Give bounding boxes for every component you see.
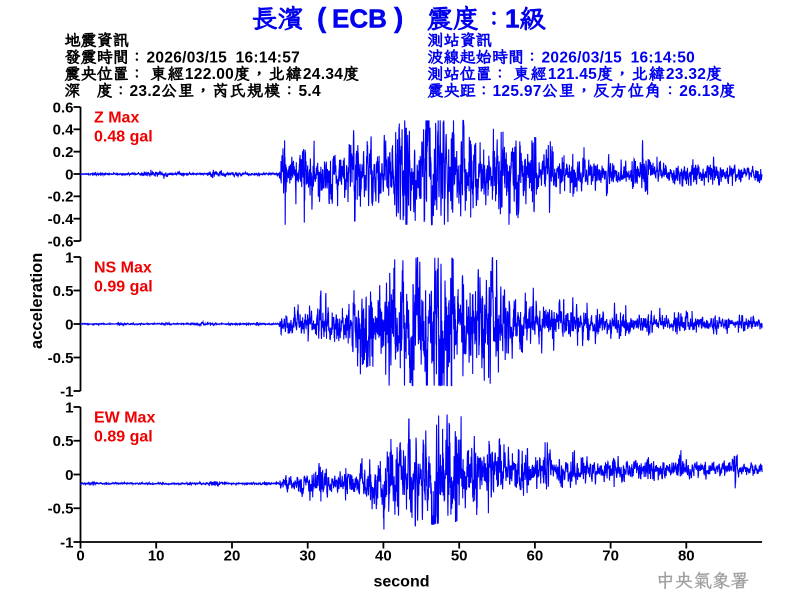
svg-text:-0.5: -0.5 <box>48 501 74 518</box>
svg-text:30: 30 <box>299 548 316 565</box>
svg-text:125.97: 125.97 <box>493 83 542 100</box>
svg-text:5.4: 5.4 <box>299 83 322 100</box>
svg-text:0.5: 0.5 <box>53 433 74 450</box>
svg-text:-0.4: -0.4 <box>48 211 75 228</box>
svg-text:): ) <box>394 2 403 33</box>
svg-text:second: second <box>373 574 429 591</box>
svg-text:60: 60 <box>527 548 544 565</box>
svg-text:24.34: 24.34 <box>303 66 343 83</box>
svg-text:1: 1 <box>505 4 519 34</box>
svg-text:-1: -1 <box>60 383 73 400</box>
svg-text:acceleration: acceleration <box>28 253 46 349</box>
svg-text:-0.5: -0.5 <box>48 350 74 367</box>
svg-text:23.32: 23.32 <box>666 66 706 83</box>
svg-text:0.6: 0.6 <box>53 99 74 116</box>
svg-text:122.00: 122.00 <box>185 66 234 83</box>
svg-text:0.4: 0.4 <box>53 122 75 139</box>
svg-text:0.48 gal: 0.48 gal <box>94 129 153 146</box>
svg-text:NS Max: NS Max <box>94 259 152 276</box>
svg-text:-0.6: -0.6 <box>48 233 74 250</box>
svg-text:-1: -1 <box>60 534 73 551</box>
svg-text:ECB: ECB <box>332 4 387 34</box>
svg-text:0.2: 0.2 <box>53 144 74 161</box>
svg-text:0: 0 <box>65 467 73 484</box>
svg-text:23.2: 23.2 <box>130 83 161 100</box>
svg-text:0.89 gal: 0.89 gal <box>94 429 153 446</box>
svg-text:0: 0 <box>65 166 73 183</box>
svg-text:16:14:50: 16:14:50 <box>631 49 695 66</box>
svg-text:50: 50 <box>451 548 468 565</box>
svg-text:0: 0 <box>76 548 84 565</box>
svg-text:2026/03/15: 2026/03/15 <box>542 49 623 66</box>
svg-text:1: 1 <box>65 399 73 416</box>
svg-text:Z Max: Z Max <box>94 109 139 126</box>
svg-text:0.5: 0.5 <box>53 283 74 300</box>
svg-text:121.45: 121.45 <box>548 66 597 83</box>
svg-text:70: 70 <box>602 548 619 565</box>
svg-text:16:14:57: 16:14:57 <box>236 49 300 66</box>
svg-text:20: 20 <box>224 548 241 565</box>
svg-text:EW Max: EW Max <box>94 409 155 426</box>
svg-text:40: 40 <box>375 548 392 565</box>
svg-text:0.99 gal: 0.99 gal <box>94 279 153 296</box>
svg-text:(: ( <box>317 2 327 33</box>
svg-text:80: 80 <box>678 548 695 565</box>
svg-text:10: 10 <box>148 548 165 565</box>
svg-text:26.13: 26.13 <box>679 83 719 100</box>
svg-text:1: 1 <box>65 249 73 266</box>
svg-text:0: 0 <box>65 316 73 333</box>
svg-text:2026/03/15: 2026/03/15 <box>147 49 228 66</box>
svg-text:-0.2: -0.2 <box>48 189 74 206</box>
